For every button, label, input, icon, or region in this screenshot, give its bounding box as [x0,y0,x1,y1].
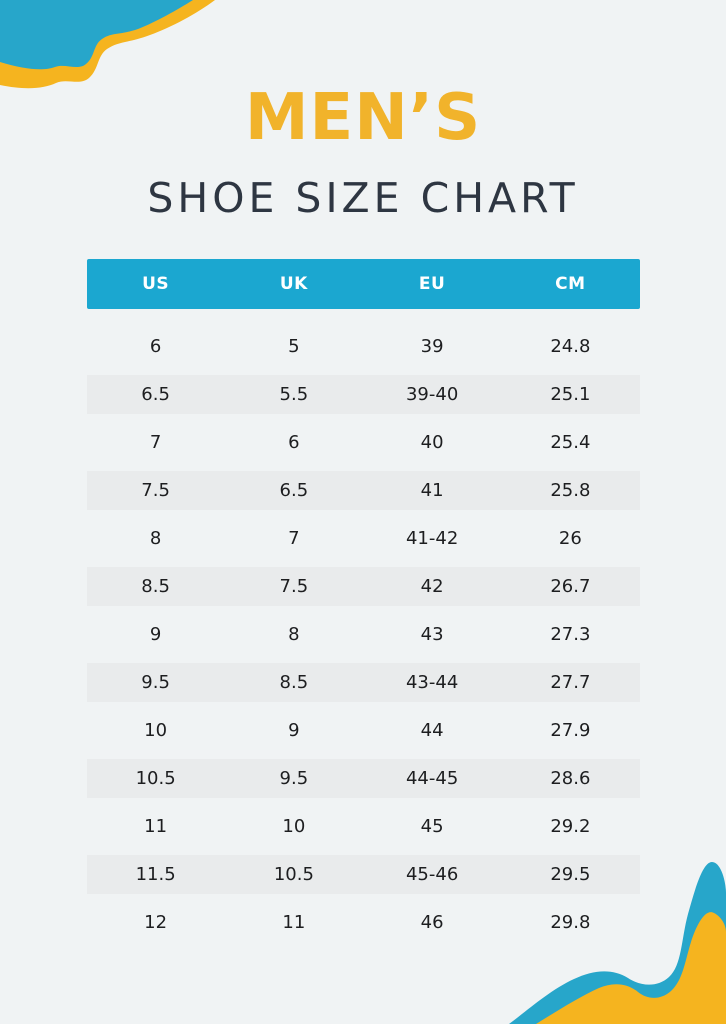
table-row: 9 8 43 27.3 [87,610,640,658]
table-cell-eu: 41-42 [405,527,459,549]
table-cell-cm: 29.5 [550,863,591,885]
table-cell-uk: 6.5 [279,479,309,501]
table-cell-cm: 27.3 [550,623,591,645]
table-cell-cm: 29.2 [550,815,591,837]
table-cell-cm: 25.8 [550,479,591,501]
table-row: 10.5 9.5 44-45 28.6 [86,754,640,802]
header-block: MEN’S SHOE SIZE CHART [0,0,726,219]
table-row: 10 9 44 27.9 [87,706,640,754]
column-header-us: US [142,274,170,294]
table-cell-eu: 44-45 [405,767,459,789]
table-cell-eu: 43 [420,623,444,645]
table-cell-uk: 9.5 [279,767,309,789]
table-cell-cm: 28.6 [550,767,591,789]
table-cell-uk: 6 [288,431,300,453]
table-row: 6 5 39 24.8 [87,322,640,370]
table-cell-eu: 45 [420,815,444,837]
table-cell-cm: 27.7 [550,671,591,693]
column-header-eu: EU [418,274,446,294]
table-cell-uk: 5 [288,335,300,357]
table-cell-us: 8 [149,527,162,549]
shoe-size-table: US UK EU CM 6 5 39 24.8 6.5 5.5 39-40 25.1 7 6 40 25.4… [86,259,640,946]
table-cell-cm: 25.1 [550,383,591,405]
table-row: 11.5 10.5 45-46 29.5 [86,850,640,898]
table-cell-eu: 42 [420,575,444,597]
table-cell-us: 11.5 [135,863,176,885]
table-cell-us: 6.5 [141,383,170,405]
table-row: 8.5 7.5 42 26.7 [86,562,640,610]
table-cell-eu: 41 [420,479,444,501]
table-cell-cm: 24.8 [550,335,591,357]
table-cell-us: 10 [144,719,168,741]
table-cell-uk: 7 [288,527,300,549]
table-row: 6.5 5.5 39-40 25.1 [86,370,640,418]
table-cell-uk: 11 [282,911,306,933]
table-cell-uk: 8.5 [279,671,309,693]
table-cell-cm: 26 [558,527,582,549]
column-header-cm: CM [555,274,586,294]
table-cell-eu: 44 [420,719,444,741]
table-cell-uk: 5.5 [279,383,309,405]
table-cell-uk: 8 [288,623,300,645]
table-cell-uk: 9 [288,719,300,741]
table-row: 7.5 6.5 41 25.8 [86,466,640,514]
table-cell-us: 9.5 [141,671,170,693]
table-cell-us: 7 [149,431,162,453]
table-row: 9.5 8.5 43-44 27.7 [86,658,640,706]
table-cell-eu: 46 [420,911,444,933]
table-cell-cm: 25.4 [550,431,591,453]
table-cell-cm: 29.8 [550,911,591,933]
size-table-header-row: US UK EU CM [86,259,640,309]
size-table-body: 6 5 39 24.8 6.5 5.5 39-40 25.1 7 6 40 25.4 7.5 6.5 41 2… [86,309,640,946]
table-cell-us: 9 [149,623,162,645]
table-cell-us: 12 [144,911,168,933]
table-cell-us: 6 [149,335,162,357]
table-cell-cm: 27.9 [550,719,591,741]
table-row: 12 11 46 29.8 [87,898,640,946]
table-row: 7 6 40 25.4 [87,418,640,466]
table-cell-eu: 40 [420,431,444,453]
table-cell-eu: 39 [420,335,444,357]
table-cell-us: 10.5 [135,767,176,789]
table-cell-eu: 45-46 [405,863,459,885]
table-cell-eu: 43-44 [405,671,459,693]
table-cell-uk: 10.5 [273,863,314,885]
table-row: 11 10 45 29.2 [87,802,640,850]
table-cell-us: 7.5 [141,479,170,501]
column-header-uk: UK [279,274,308,294]
table-row: 8 7 41-42 26 [87,514,640,562]
table-cell-uk: 7.5 [279,575,309,597]
page-title-secondary: SHOE SIZE CHART [147,174,579,222]
table-cell-us: 11 [144,815,168,837]
table-cell-us: 8.5 [141,575,170,597]
page-title-primary: MEN’S [244,81,482,155]
table-cell-cm: 26.7 [550,575,591,597]
table-cell-eu: 39-40 [405,383,459,405]
table-cell-uk: 10 [282,815,306,837]
